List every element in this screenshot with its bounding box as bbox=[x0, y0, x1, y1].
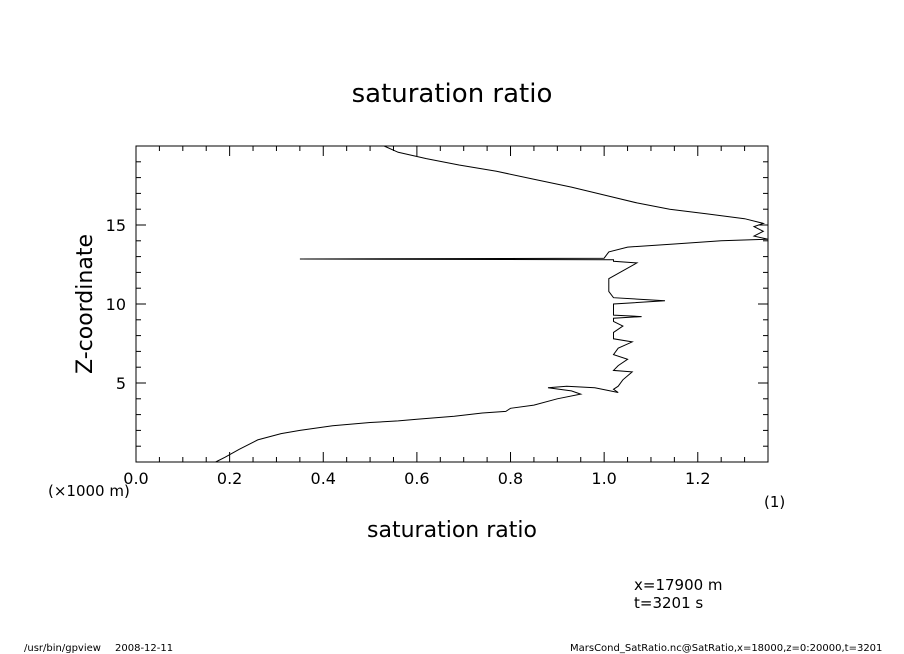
y-unit-label: (×1000 m) bbox=[48, 482, 130, 500]
x-tick-label: 0.6 bbox=[404, 469, 429, 488]
time-annotation: t=3201 s bbox=[634, 594, 703, 612]
data-lines bbox=[215, 145, 769, 463]
x-tick-label: 1.0 bbox=[591, 469, 616, 488]
x-unit-label: (1) bbox=[764, 493, 785, 511]
footer-program: /usr/bin/gpview bbox=[24, 643, 101, 654]
y-axis-label: Z-coordinate bbox=[73, 234, 98, 374]
x-tick-label: 0.8 bbox=[498, 469, 523, 488]
y-tick-label: 10 bbox=[106, 295, 126, 314]
y-tick-label: 5 bbox=[116, 374, 126, 393]
footer-source: MarsCond_SatRatio.nc@SatRatio,x=18000,z=… bbox=[570, 643, 882, 654]
y-tick-label: 15 bbox=[106, 216, 126, 235]
plot-frame bbox=[135, 145, 769, 463]
series-line bbox=[215, 145, 769, 463]
x-position-annotation: x=17900 m bbox=[634, 576, 723, 594]
footer-date: 2008-12-11 bbox=[115, 643, 173, 654]
x-tick-label: 0.4 bbox=[311, 469, 336, 488]
x-tick-labels: 0.0 0.2 0.4 0.6 0.8 1.0 1.2 bbox=[123, 469, 710, 488]
chart-title: saturation ratio bbox=[352, 79, 553, 109]
x-tick-label: 0.0 bbox=[123, 469, 148, 488]
x-tick-label: 0.2 bbox=[217, 469, 242, 488]
x-axis-label: saturation ratio bbox=[367, 518, 537, 543]
x-tick-label: 1.2 bbox=[685, 469, 710, 488]
y-tick-labels: 5 10 15 bbox=[106, 216, 126, 393]
plot-axes bbox=[135, 145, 769, 463]
